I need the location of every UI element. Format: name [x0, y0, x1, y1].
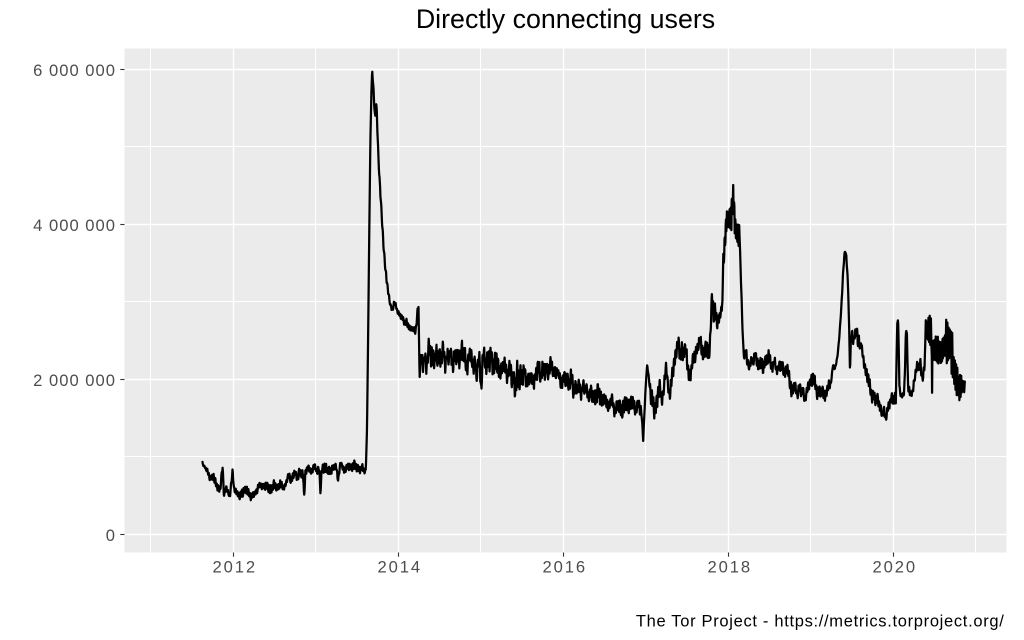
- svg-text:0: 0: [106, 526, 116, 545]
- svg-text:4 000 000: 4 000 000: [33, 216, 116, 235]
- svg-text:Directly connecting users: Directly connecting users: [416, 4, 715, 34]
- svg-text:2 000 000: 2 000 000: [33, 371, 116, 390]
- svg-text:6 000 000: 6 000 000: [33, 61, 116, 80]
- svg-text:2016: 2016: [542, 558, 587, 577]
- svg-text:2012: 2012: [212, 558, 257, 577]
- svg-text:2014: 2014: [377, 558, 422, 577]
- svg-text:The Tor Project - https://metr: The Tor Project - https://metrics.torpro…: [636, 612, 1005, 630]
- svg-text:2018: 2018: [707, 558, 752, 577]
- svg-text:2020: 2020: [872, 558, 917, 577]
